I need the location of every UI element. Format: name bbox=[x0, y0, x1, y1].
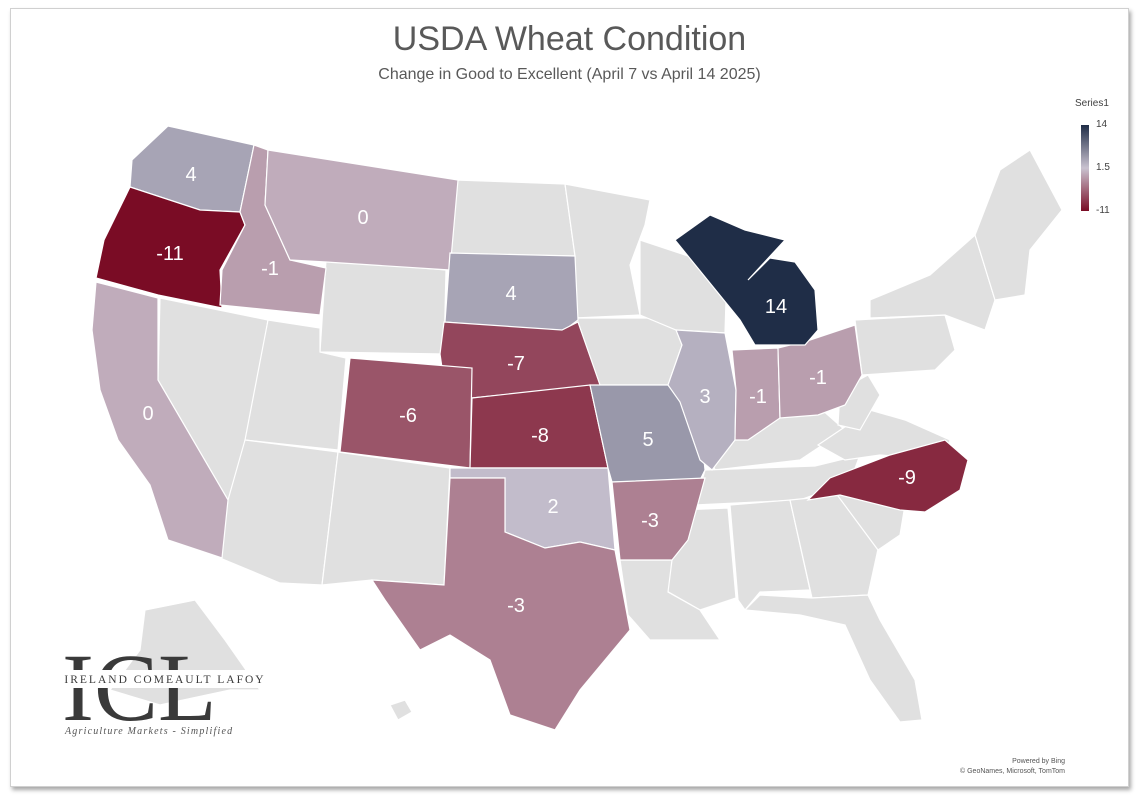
state-ohio bbox=[777, 324, 863, 419]
state-montana bbox=[264, 149, 459, 271]
legend-mid-label: 1.5 bbox=[1096, 162, 1110, 173]
legend-min-label: -11 bbox=[1096, 205, 1110, 216]
chart-title: USDA Wheat Condition bbox=[392, 20, 747, 58]
state-michigan bbox=[674, 214, 819, 346]
logo-company: IRELAND COMEAULT LAFOY bbox=[64, 674, 265, 686]
state-california bbox=[91, 281, 229, 559]
state-texas bbox=[370, 477, 631, 731]
state-minnesota bbox=[564, 183, 651, 319]
data-label-nebraska: -7 bbox=[507, 353, 525, 375]
state-new-england bbox=[974, 149, 1063, 301]
state-north-carolina bbox=[806, 439, 969, 513]
data-label-south-dakota: 4 bbox=[505, 283, 516, 305]
state-wyoming bbox=[319, 259, 447, 355]
bing-attribution: Powered by Bing bbox=[1012, 758, 1065, 765]
data-label-ohio: -1 bbox=[809, 367, 827, 389]
legend-color-scale bbox=[1081, 125, 1089, 211]
data-label-montana: 0 bbox=[357, 207, 368, 229]
data-label-michigan: 14 bbox=[765, 296, 787, 318]
chart-subtitle: Change in Good to Excellent (April 7 vs … bbox=[378, 66, 761, 83]
data-label-california: 0 bbox=[142, 403, 153, 425]
state-florida bbox=[743, 594, 923, 723]
legend-max-label: 14 bbox=[1096, 119, 1108, 130]
icl-logo: ICL IRELAND COMEAULT LAFOY Agriculture M… bbox=[50, 634, 280, 740]
state-arkansas bbox=[611, 477, 706, 561]
map-data-attribution: © GeoNames, Microsoft, TomTom bbox=[960, 768, 1065, 775]
data-label-indiana: -1 bbox=[749, 386, 767, 408]
data-label-oklahoma: 2 bbox=[547, 496, 558, 518]
data-label-kansas: -8 bbox=[531, 425, 549, 447]
data-label-arkansas: -3 bbox=[641, 510, 659, 532]
state-pennsylvania bbox=[854, 314, 956, 376]
state-new-york bbox=[869, 233, 996, 331]
data-label-idaho: -1 bbox=[261, 258, 279, 280]
state-hawaii bbox=[389, 699, 413, 721]
data-label-oregon: -11 bbox=[156, 243, 183, 265]
data-label-illinois: 3 bbox=[699, 386, 710, 408]
state-new-mexico bbox=[321, 451, 451, 586]
state-north-dakota bbox=[449, 179, 576, 257]
data-label-washington: 4 bbox=[185, 164, 196, 186]
state-illinois bbox=[667, 329, 737, 471]
state-louisiana bbox=[619, 559, 722, 641]
data-label-colorado: -6 bbox=[399, 405, 417, 427]
data-label-texas: -3 bbox=[507, 595, 525, 617]
logo-tagline: Agriculture Markets - Simplified bbox=[64, 726, 233, 737]
data-label-north-carolina: -9 bbox=[898, 467, 916, 489]
legend-title: Series1 bbox=[1075, 98, 1109, 109]
data-label-missouri: 5 bbox=[642, 429, 653, 451]
